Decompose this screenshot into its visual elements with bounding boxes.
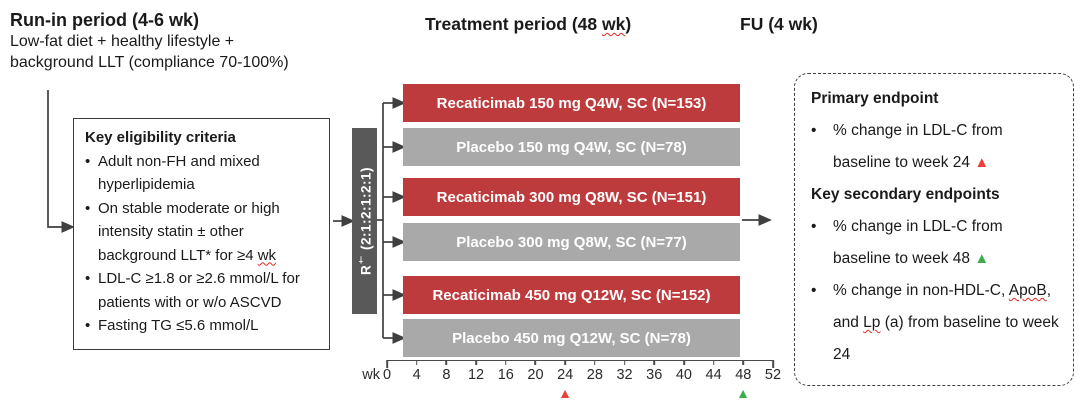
- eligibility-title: Key eligibility criteria: [85, 129, 236, 146]
- bullet-icon: •: [85, 270, 91, 287]
- bullet-icon: •: [811, 218, 817, 235]
- randomization-label: R† (2:1:2:1:2:1): [356, 167, 374, 275]
- axis-tick-52: 52: [765, 360, 781, 383]
- arm-bar-recaticimab-450: Recaticimab 450 mg Q12W, SC (N=152): [403, 276, 740, 314]
- primary-endpoint-bullet: • % change in LDL-C from baseline to wee…: [811, 115, 1061, 179]
- axis-tick-16: 16: [498, 360, 514, 383]
- secondary-endpoints-title: Key secondary endpoints: [811, 186, 1000, 203]
- axis-tick-label-28: 28: [586, 367, 603, 383]
- axis-tick-12: 12: [468, 360, 484, 383]
- eligibility-bullet-2-text: On stable moderate or high intensity sta…: [98, 197, 321, 268]
- axis-tick-label-20: 20: [527, 367, 544, 383]
- axis-tick-label-36: 36: [646, 367, 663, 383]
- arm-bar-placebo-450: Placebo 450 mg Q12W, SC (N=78): [403, 319, 740, 357]
- treatment-period-text: Treatment period (48: [425, 14, 602, 34]
- axis-tick-label-8: 8: [442, 367, 451, 383]
- randomization-box: R† (2:1:2:1:2:1): [352, 128, 377, 314]
- run-in-title: Run-in period (4-6 wk): [10, 10, 199, 30]
- follow-up-header: FU (4 wk): [740, 14, 818, 34]
- axis-tick-label-4: 4: [412, 367, 421, 383]
- axis-tick-32: 32: [616, 360, 633, 383]
- axis-tick-4: 4: [413, 360, 421, 383]
- axis-tick-label-52: 52: [764, 367, 782, 383]
- axis-tick-0: 0: [383, 360, 391, 383]
- axis-tick-label-32: 32: [616, 367, 633, 383]
- week-axis: 0 4 8 12 16 20 24 28 32 36 40 44 48 52: [383, 360, 781, 391]
- axis-tick-label-44: 44: [705, 367, 722, 383]
- axis-tick-label-12: 12: [467, 367, 485, 383]
- axis-tick-label-24: 24: [557, 367, 574, 383]
- secondary-endpoint-1-label: % change in LDL-C from baseline to week …: [833, 218, 1003, 267]
- arm-bar-placebo-150: Placebo 150 mg Q4W, SC (N=78): [403, 128, 740, 166]
- arm-bar-recaticimab-300: Recaticimab 300 mg Q8W, SC (N=151): [403, 178, 740, 216]
- randomization-r: R: [358, 264, 374, 276]
- secondary-endpoint-2-part3: (a) from baseline to week 24: [833, 314, 1059, 363]
- axis-tick-24: 24: [557, 360, 573, 383]
- eligibility-bullet-3: • LDL-C ≥1.8 or ≥2.6 mmol/L for patients…: [85, 267, 321, 314]
- eligibility-box: Key eligibility criteria • Adult non-FH …: [73, 118, 330, 350]
- eligibility-bullet-1-text: Adult non-FH and mixed hyperlipidemia: [98, 152, 260, 194]
- eligibility-bullet-2-wk: wk: [257, 246, 277, 264]
- axis-tick-8: 8: [442, 360, 450, 383]
- axis-tick-20: 20: [527, 360, 544, 383]
- axis-tick-label-40: 40: [675, 367, 692, 383]
- axis-tick-40: 40: [676, 360, 692, 383]
- red-triangle-icon: ▲: [974, 154, 990, 171]
- secondary-endpoint-1-text: % change in LDL-C from baseline to week …: [833, 211, 1061, 275]
- axis-tick-label-16: 16: [497, 367, 514, 383]
- bullet-icon: •: [811, 282, 817, 299]
- eligibility-bullet-3-text: LDL-C ≥1.8 or ≥2.6 mmol/L for patients w…: [98, 270, 300, 311]
- eligibility-bullet-4: • Fasting TG ≤5.6 mmol/L: [85, 314, 321, 338]
- eligibility-bullet-2: • On stable moderate or high intensity s…: [85, 197, 321, 268]
- randomization-ratio: (2:1:2:1:2:1): [358, 166, 374, 255]
- treatment-period-close: ): [625, 14, 632, 34]
- secondary-endpoint-2-lp: Lp: [863, 314, 881, 331]
- week24-marker-icon: ▲: [558, 385, 572, 401]
- treatment-period-wk: wk: [602, 14, 626, 34]
- bullet-icon: •: [811, 122, 817, 139]
- run-in-block: Run-in period (4-6 wk) Low-fat diet + he…: [10, 8, 360, 73]
- bullet-icon: •: [85, 317, 91, 334]
- bullet-icon: •: [85, 199, 91, 217]
- endpoints-box: Primary endpoint • % change in LDL-C fro…: [794, 73, 1074, 386]
- eligibility-bullet-4-text: Fasting TG ≤5.6 mmol/L: [98, 317, 259, 334]
- randomization-dagger: †: [355, 254, 366, 265]
- secondary-endpoint-bullet-2: • % change in non-HDL-C, ApoB, and Lp (a…: [811, 275, 1061, 371]
- primary-endpoint-text: % change in LDL-C from baseline to week …: [833, 115, 1061, 179]
- bullet-icon: •: [85, 152, 91, 170]
- week-axis-unit: wk: [362, 367, 380, 383]
- axis-tick-36: 36: [646, 360, 662, 383]
- runin-to-eligibility-arrow: [47, 90, 75, 233]
- eligibility-bullet-1: • Adult non-FH and mixed hyperlipidemia: [85, 150, 321, 197]
- axis-tick-44: 44: [706, 360, 722, 383]
- axis-tick-label-48: 48: [735, 367, 752, 383]
- secondary-endpoint-2-apob: ApoB: [1008, 282, 1047, 299]
- arm-bar-placebo-300: Placebo 300 mg Q8W, SC (N=77): [403, 223, 740, 261]
- secondary-endpoint-bullet-1: • % change in LDL-C from baseline to wee…: [811, 211, 1061, 275]
- week48-marker-icon: ▲: [736, 385, 750, 401]
- arm-bar-recaticimab-150: Recaticimab 150 mg Q4W, SC (N=153): [403, 84, 740, 122]
- secondary-endpoint-2-part1: % change in non-HDL-C,: [833, 282, 1009, 299]
- green-triangle-icon: ▲: [974, 250, 990, 267]
- axis-tick-48: 48: [735, 360, 751, 383]
- secondary-endpoint-2-text: % change in non-HDL-C, ApoB, and Lp (a) …: [833, 275, 1061, 371]
- axis-tick-28: 28: [587, 360, 603, 383]
- treatment-period-header: Treatment period (48 wk): [425, 14, 631, 35]
- run-in-subtitle-line2: background LLT (compliance 70-100%): [10, 53, 289, 71]
- run-in-subtitle-line1: Low-fat diet + healthy lifestyle +: [10, 33, 235, 50]
- axis-tick-label-0: 0: [382, 367, 392, 383]
- eligibility-bullet-2-pre: On stable moderate or high intensity sta…: [98, 199, 280, 264]
- secondary-endpoint-2-part2: , and: [833, 282, 1051, 331]
- primary-endpoint-title: Primary endpoint: [811, 90, 939, 107]
- primary-endpoint-label: % change in LDL-C from baseline to week …: [833, 122, 1003, 171]
